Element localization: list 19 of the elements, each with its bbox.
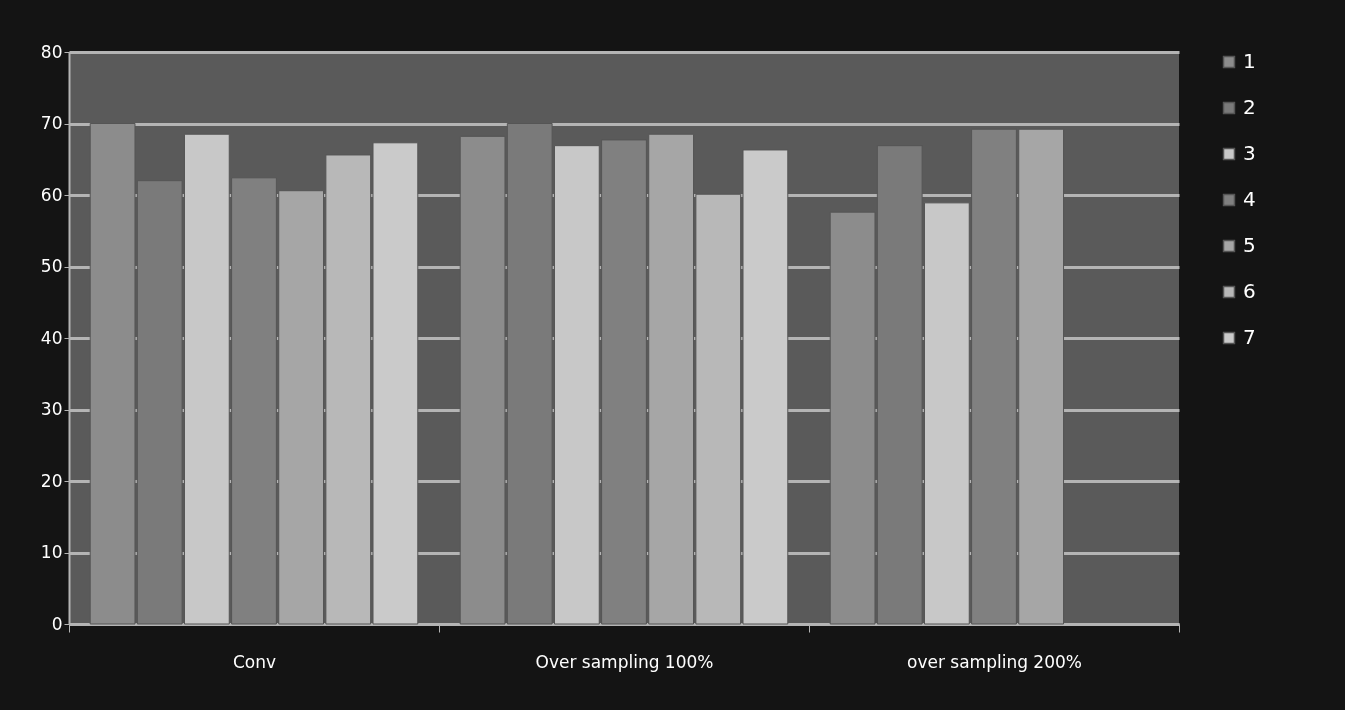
legend-label: 7 [1243,325,1256,349]
x-tick-label: Over sampling 100% [535,651,714,672]
legend-label: 3 [1243,141,1256,165]
y-tick-label: 60 [40,184,63,205]
y-tick-label: 70 [40,113,63,133]
y-tick-label: 30 [40,399,63,419]
legend-label: 6 [1243,279,1256,303]
y-tick-label: 10 [40,542,63,562]
legend-label: 1 [1243,49,1256,73]
y-tick-label: 20 [40,470,63,491]
legend-label: 2 [1243,95,1256,119]
y-tick-label: 50 [40,256,63,276]
x-tick-label: over sampling 200% [907,651,1082,672]
x-tick-label: Conv [232,651,277,672]
legend-label: 5 [1243,233,1256,257]
legend-label: 4 [1243,187,1256,211]
y-tick-label: 80 [40,41,63,62]
y-tick-label: 40 [40,327,63,348]
y-tick-label: 0 [51,613,63,634]
